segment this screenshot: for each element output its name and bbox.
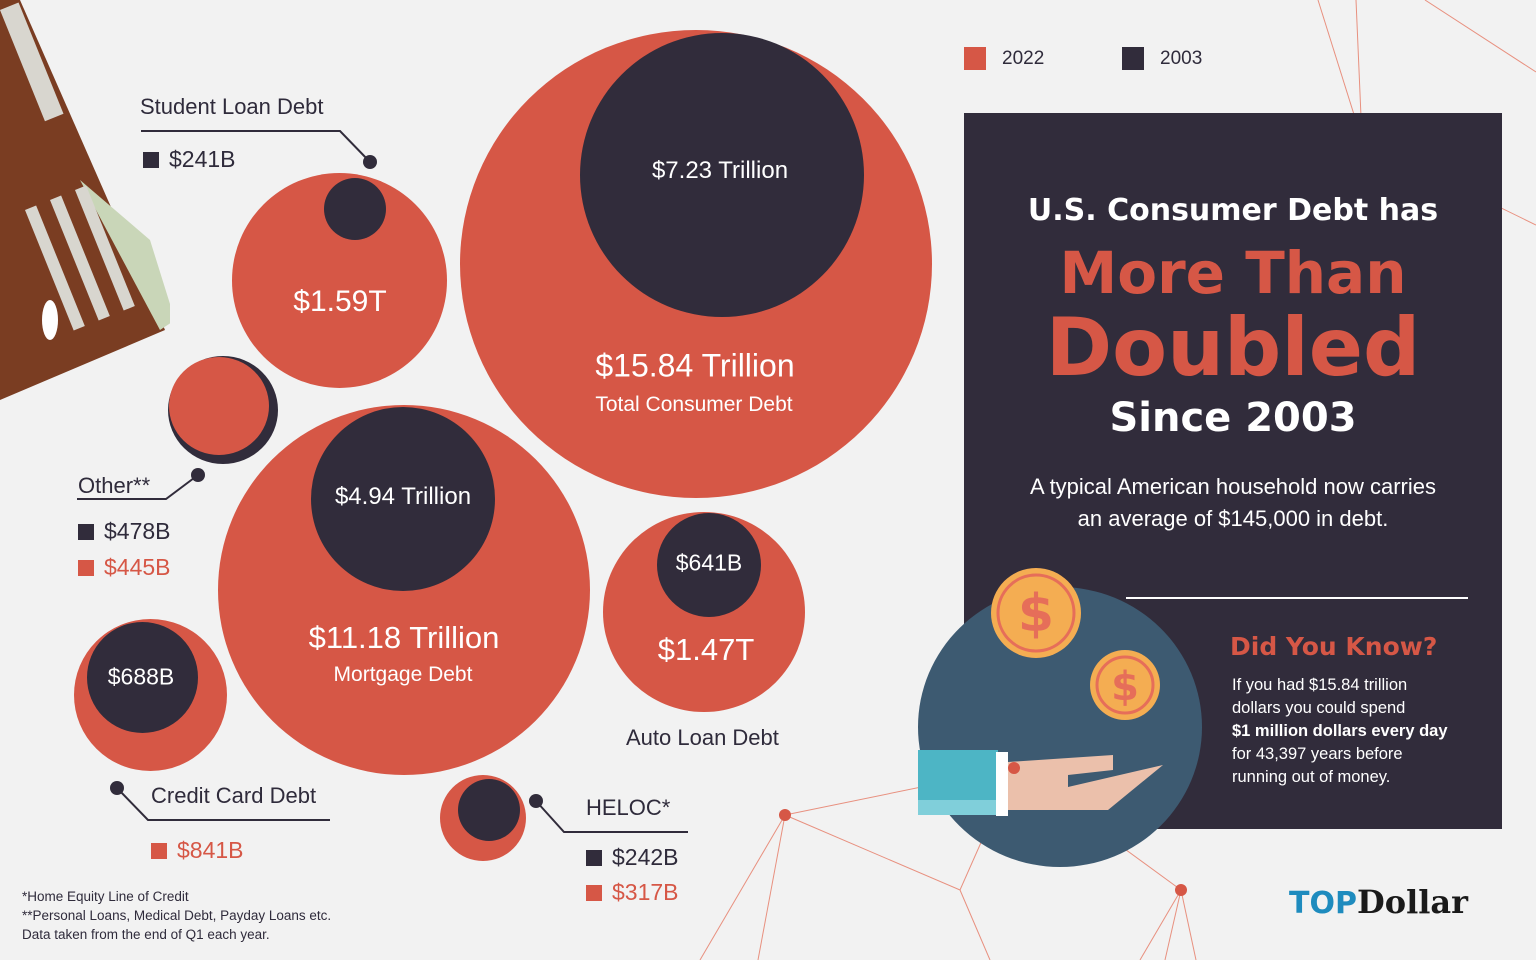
other-2003-row: $478B bbox=[78, 518, 171, 545]
bubble-total-2003 bbox=[580, 33, 864, 317]
headline-line2: More Than bbox=[1059, 239, 1407, 307]
headline-line1: U.S. Consumer Debt has bbox=[1027, 193, 1439, 228]
bubble-heloc-2003 bbox=[458, 779, 520, 841]
mortgage-2022-value: $11.18 Trillion bbox=[308, 620, 500, 655]
auto-label: Auto Loan Debt bbox=[626, 725, 779, 750]
dollar-coin-icon: $ bbox=[1018, 584, 1054, 644]
legend-swatch-2022 bbox=[964, 47, 986, 70]
bubble-auto-2003 bbox=[657, 513, 761, 617]
heloc-2003-value: $242B bbox=[612, 844, 679, 870]
fact-line1: If you had $15.84 trillion bbox=[1232, 676, 1408, 694]
heloc-2003-row: $242B bbox=[586, 844, 679, 871]
other-label: Other** bbox=[78, 473, 151, 498]
swatch-2022 bbox=[151, 842, 167, 859]
fact-line4: for 43,397 years before bbox=[1232, 745, 1403, 763]
auto-2003-value: $641B bbox=[675, 549, 743, 576]
credit-label: Credit Card Debt bbox=[151, 783, 317, 808]
did-you-know-body: If you had $15.84 trillion dollars you c… bbox=[1232, 674, 1448, 789]
wallet-illustration bbox=[0, 0, 170, 400]
mortgage-label: Mortgage Debt bbox=[333, 663, 473, 686]
other-2003-value: $478B bbox=[104, 518, 171, 544]
student-2003-value: $241B bbox=[169, 146, 236, 172]
footnote-other: **Personal Loans, Medical Debt, Payday L… bbox=[22, 908, 332, 923]
did-you-know-title: Did You Know? bbox=[1230, 632, 1438, 661]
bubble-other-2022 bbox=[169, 357, 269, 455]
student-2022-value: $1.59T bbox=[293, 285, 387, 318]
other-2022-row: $445B bbox=[78, 554, 171, 581]
total-label: Total Consumer Debt bbox=[595, 393, 793, 416]
credit-2022-value: $841B bbox=[177, 837, 244, 863]
auto-2022-value: $1.47T bbox=[657, 632, 755, 667]
headline-line4: Since 2003 bbox=[1109, 395, 1357, 441]
legend-2022: 2022 bbox=[964, 47, 1044, 70]
legend-2003: 2003 bbox=[1122, 47, 1202, 70]
heloc-label: HELOC* bbox=[586, 795, 671, 820]
logo-dollar: Dollar bbox=[1356, 883, 1468, 921]
legend-swatch-2003 bbox=[1122, 47, 1144, 70]
student-2003-row: $241B bbox=[143, 146, 236, 173]
swatch-2022 bbox=[78, 559, 94, 576]
swatch-2003 bbox=[78, 523, 94, 540]
topdollar-logo: TOP Dollar bbox=[1289, 883, 1468, 921]
other-2022-value: $445B bbox=[104, 554, 171, 580]
legend-label-2022: 2022 bbox=[1002, 47, 1045, 69]
bubble-student-2003 bbox=[324, 178, 386, 240]
headline-subtitle: A typical American household now carries… bbox=[964, 471, 1502, 535]
credit-2022-row: $841B bbox=[151, 837, 244, 864]
subtitle-line2: an average of $145,000 in debt. bbox=[1077, 506, 1389, 531]
total-2022-value: $15.84 Trillion bbox=[595, 347, 795, 384]
fact-line3: $1 million dollars every day bbox=[1232, 722, 1448, 740]
divider bbox=[1126, 597, 1468, 599]
legend-label-2003: 2003 bbox=[1160, 47, 1203, 69]
fact-line5: running out of money. bbox=[1232, 768, 1391, 786]
headline-line3: Doubled bbox=[1045, 301, 1421, 394]
student-label: Student Loan Debt bbox=[140, 94, 324, 119]
bubble-credit-2003 bbox=[87, 622, 198, 733]
mortgage-2003-value: $4.94 Trillion bbox=[334, 483, 472, 510]
hand-coins-illustration: $ $ bbox=[918, 568, 1202, 867]
footnote-heloc: *Home Equity Line of Credit bbox=[22, 889, 189, 904]
total-2003-value: $7.23 Trillion bbox=[651, 157, 789, 184]
swatch-2003 bbox=[143, 151, 159, 168]
swatch-2022 bbox=[586, 884, 602, 901]
heloc-2022-row: $317B bbox=[586, 879, 679, 906]
fact-line2: dollars you could spend bbox=[1232, 699, 1406, 717]
bubble-mortgage-2003 bbox=[311, 407, 495, 591]
swatch-2003 bbox=[586, 849, 602, 866]
subtitle-line1: A typical American household now carries bbox=[1030, 474, 1436, 499]
logo-top: TOP bbox=[1289, 886, 1357, 921]
dollar-coin-icon: $ bbox=[1111, 664, 1139, 710]
footnote-data-source: Data taken from the end of Q1 each year. bbox=[22, 927, 270, 942]
heloc-2022-value: $317B bbox=[612, 879, 679, 905]
footnotes: *Home Equity Line of Credit **Personal L… bbox=[22, 887, 331, 944]
credit-2003-value: $688B bbox=[107, 663, 175, 690]
